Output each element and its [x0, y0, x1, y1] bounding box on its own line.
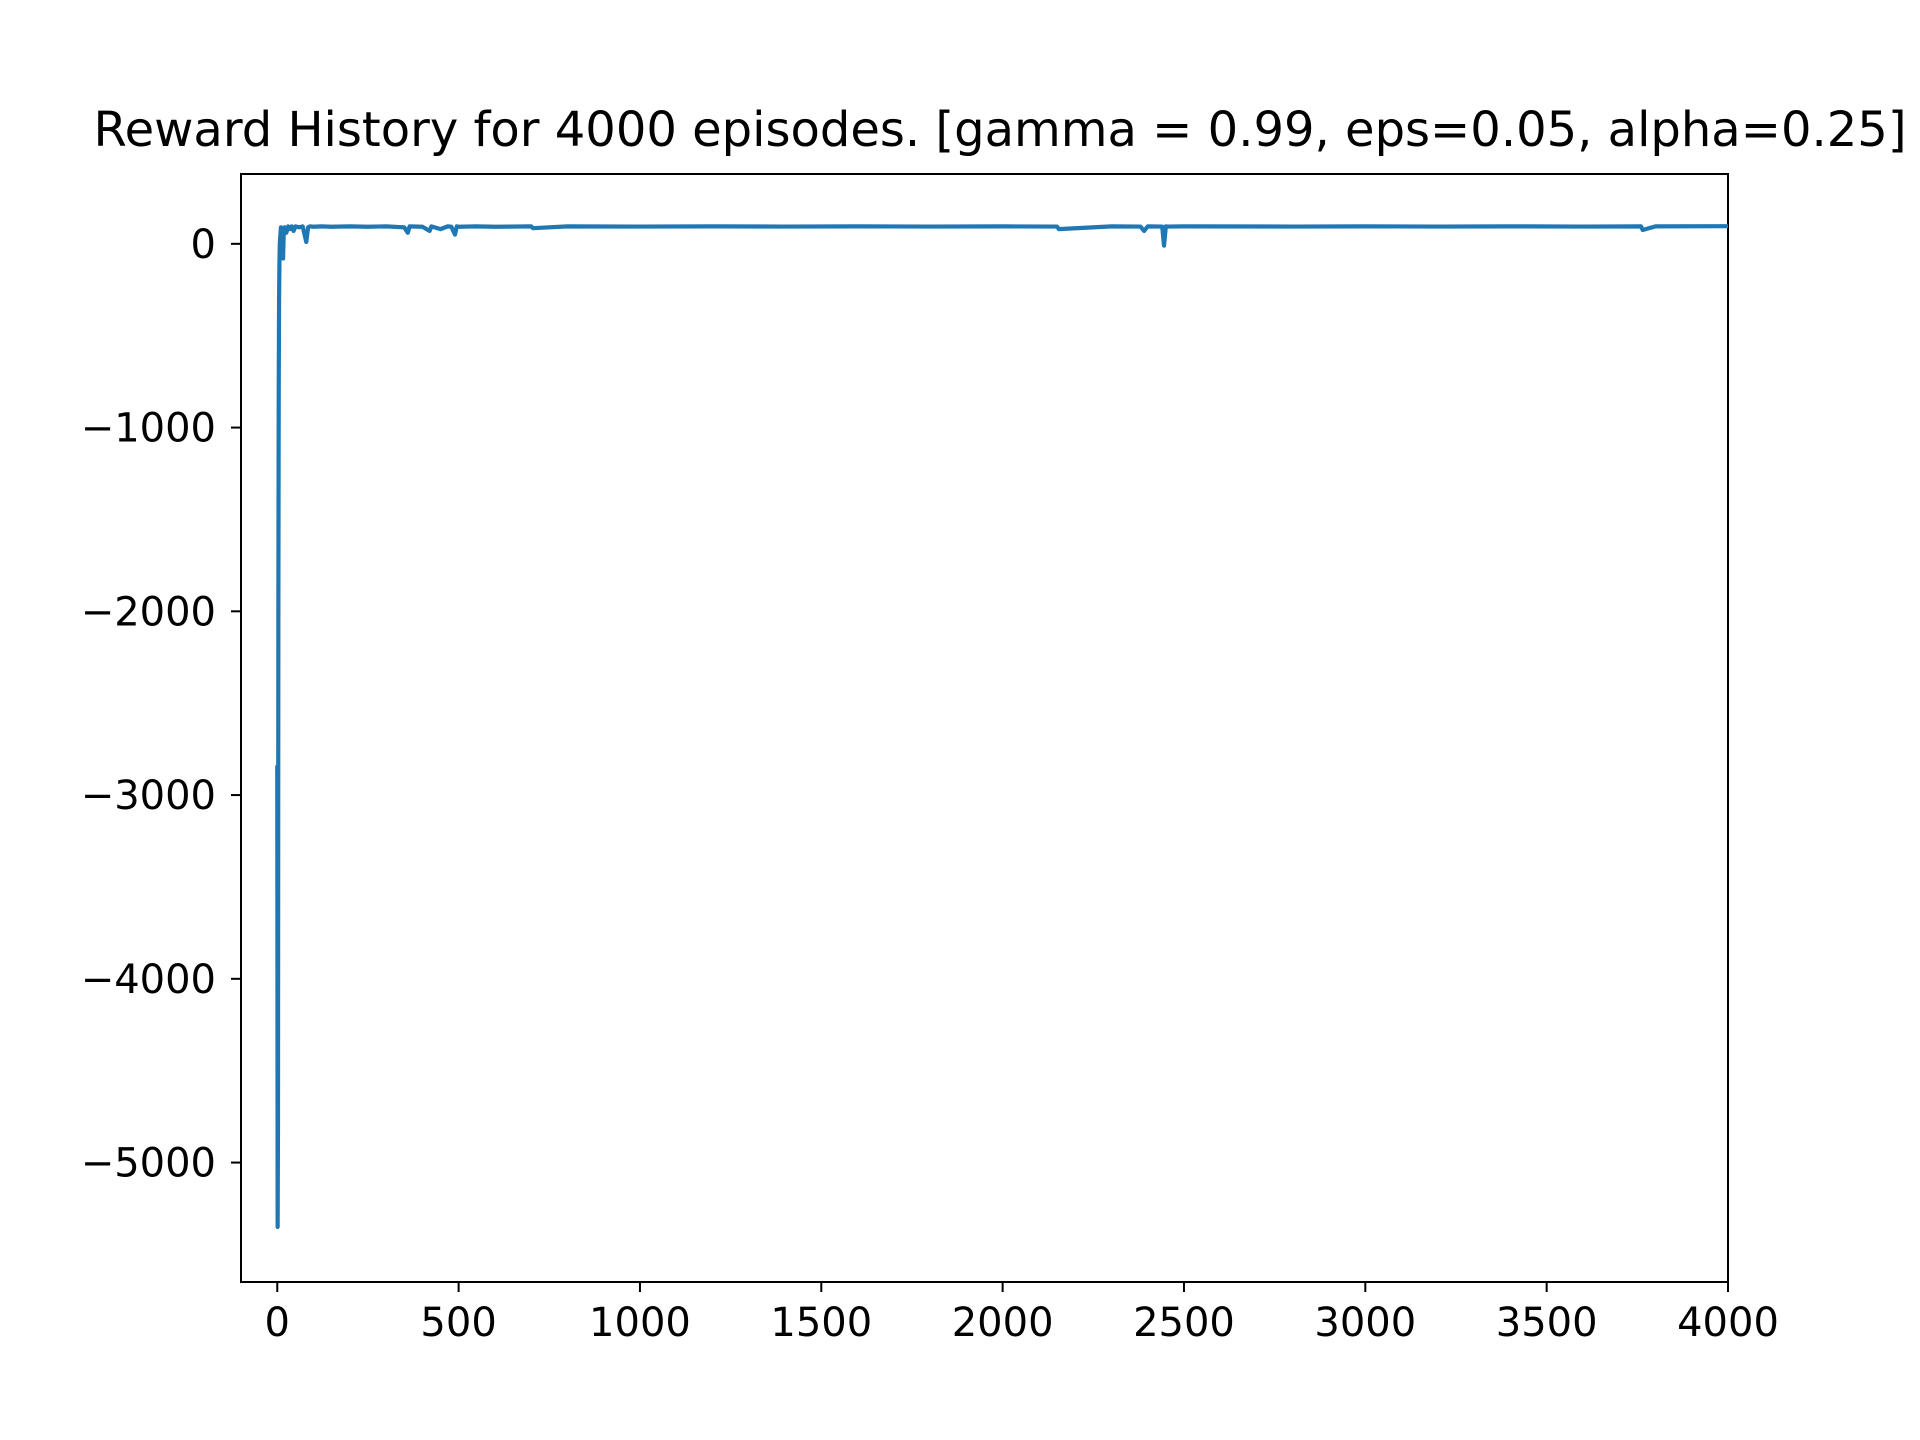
- x-tick-label: 3500: [1496, 1300, 1598, 1346]
- y-tick-label: −1000: [81, 406, 216, 452]
- y-tick-label: −4000: [81, 957, 216, 1003]
- series-line-0: [275, 224, 1728, 1229]
- y-tick-label: −5000: [81, 1141, 216, 1187]
- y-tick-label: 0: [191, 222, 216, 268]
- plot-frame: [240, 173, 1729, 1283]
- chart-title: Reward History for 4000 episodes. [gamma…: [93, 102, 1906, 158]
- x-tick-label: 1000: [589, 1300, 691, 1346]
- x-tick-label: 2000: [952, 1300, 1054, 1346]
- x-tick-label: 0: [265, 1300, 290, 1346]
- y-tick-label: −2000: [81, 589, 216, 635]
- x-tick-label: 4000: [1677, 1300, 1779, 1346]
- ticks-layer: 0 500 1000 1500 2000 2500 3000 3500 4000 0 −1000 −2…: [81, 222, 1779, 1346]
- axes-layer: [240, 173, 1729, 1283]
- y-tick-label: −3000: [81, 773, 216, 819]
- x-tick-label: 1500: [770, 1300, 872, 1346]
- series-layer: [275, 224, 1728, 1229]
- x-tick-label: 3000: [1314, 1300, 1416, 1346]
- x-tick-label: 500: [420, 1300, 496, 1346]
- x-tick-label: 2500: [1133, 1300, 1235, 1346]
